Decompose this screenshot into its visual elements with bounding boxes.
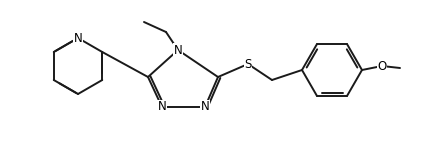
Text: N: N <box>158 101 166 113</box>
Text: N: N <box>74 32 82 44</box>
Text: O: O <box>378 59 387 73</box>
Text: N: N <box>174 43 182 57</box>
Text: N: N <box>201 101 209 113</box>
Text: S: S <box>244 58 252 70</box>
